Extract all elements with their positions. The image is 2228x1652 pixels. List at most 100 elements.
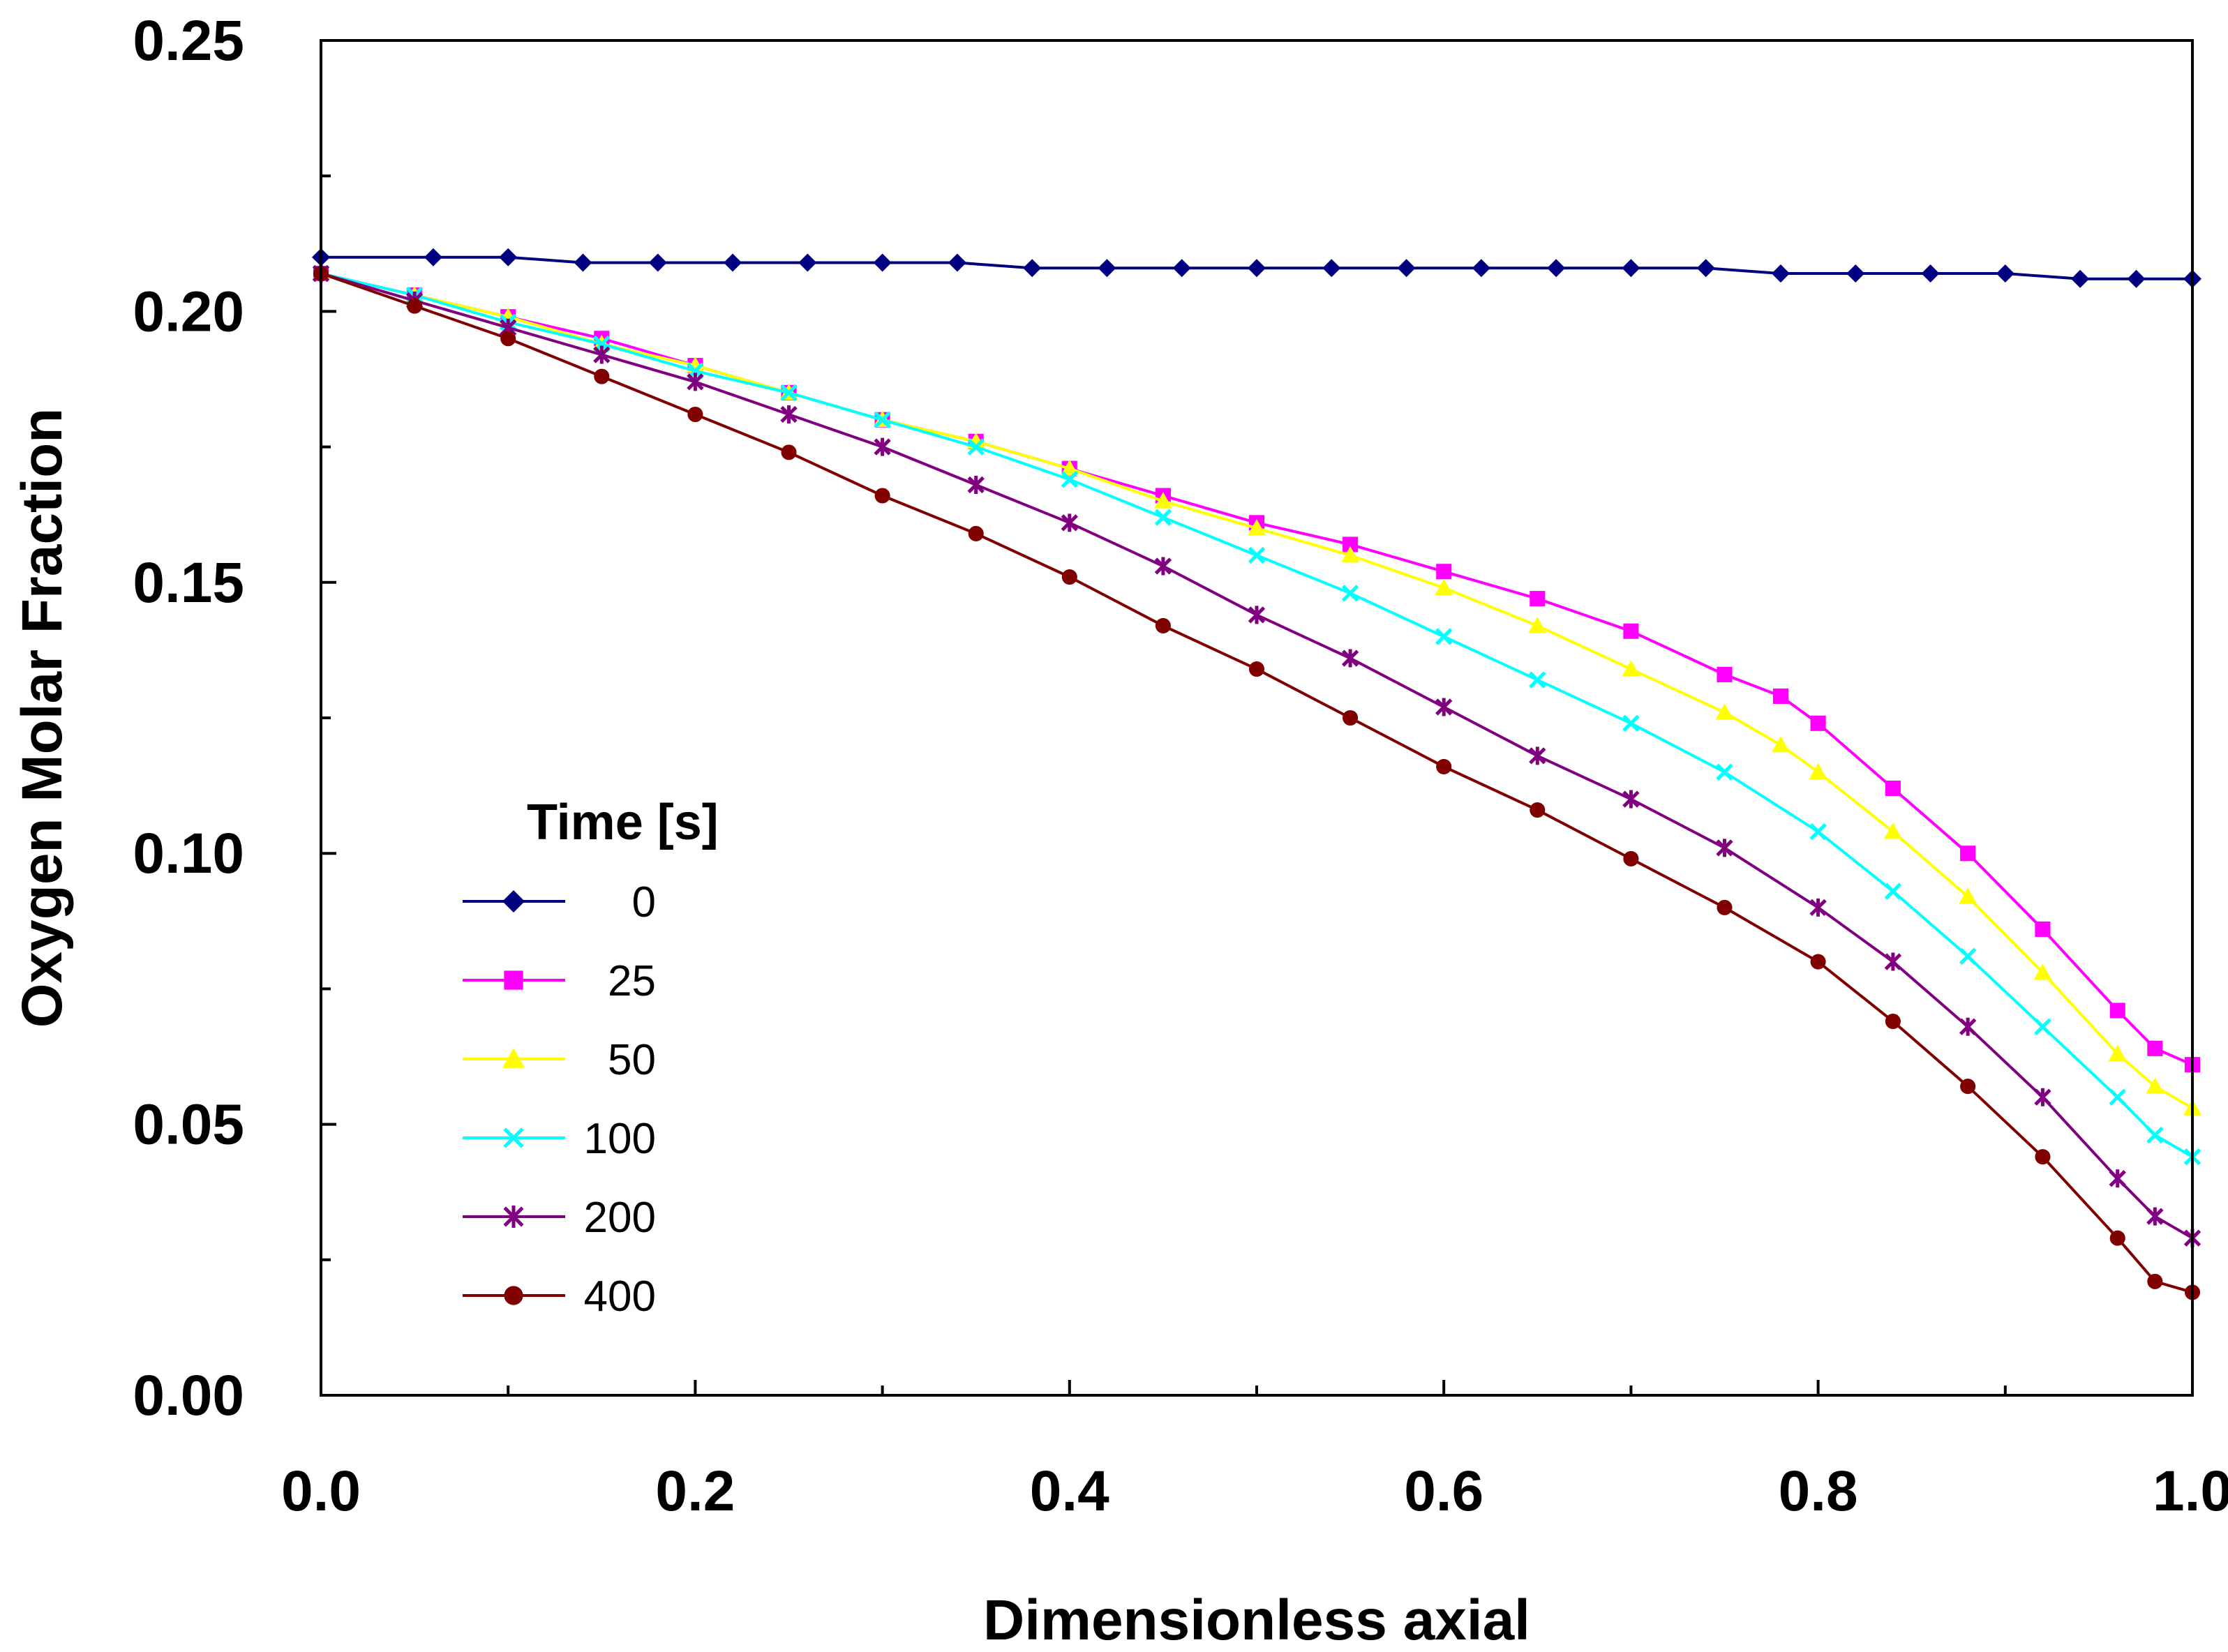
data-point xyxy=(1436,758,1452,774)
data-point xyxy=(1884,883,1902,900)
legend-marker xyxy=(502,1048,525,1068)
data-point xyxy=(2035,1149,2051,1165)
data-point xyxy=(1172,259,1191,278)
data-point xyxy=(1715,703,1734,720)
data-point xyxy=(1341,585,1359,602)
data-point xyxy=(2146,1207,2164,1226)
data-point xyxy=(1959,1017,1977,1036)
data-point xyxy=(1885,780,1901,797)
data-point xyxy=(1060,459,1079,476)
data-point xyxy=(1960,1079,1976,1095)
legend-marker xyxy=(504,1286,523,1305)
data-point xyxy=(1248,259,1266,278)
data-point xyxy=(1528,616,1547,633)
data-point xyxy=(1023,259,1042,278)
y-tick-label: 0.25 xyxy=(133,9,244,73)
data-point xyxy=(1322,259,1341,278)
data-point xyxy=(1622,660,1640,677)
data-point xyxy=(1529,746,1546,765)
data-point xyxy=(1809,898,1827,917)
data-point xyxy=(499,248,518,266)
legend-item: 100 xyxy=(463,1115,656,1163)
data-point xyxy=(874,488,890,504)
data-point xyxy=(1846,264,1865,283)
data-point xyxy=(1435,578,1453,595)
series-0 xyxy=(312,248,2201,288)
data-point xyxy=(1809,763,1827,780)
data-point xyxy=(2109,1003,2125,1019)
data-point xyxy=(1959,947,1977,965)
axis-tick-labels: 0.0 0.2 0.4 0.6 0.8 1.0 0.00 0.05 0.10 0.15 0.20 0.… xyxy=(133,9,2228,1523)
data-point xyxy=(1996,264,2014,283)
data-point xyxy=(1530,591,1546,607)
legend-items: 0 25 50 100 200 400 xyxy=(463,878,656,1321)
data-point xyxy=(1921,264,1940,283)
data-point xyxy=(874,411,891,428)
data-point xyxy=(1154,509,1172,526)
legend-item: 0 xyxy=(463,878,656,926)
data-point xyxy=(1530,802,1546,818)
data-point xyxy=(1343,536,1359,553)
data-point xyxy=(1716,839,1733,857)
data-point xyxy=(2146,1126,2164,1144)
legend-item: 50 xyxy=(463,1036,656,1084)
data-point xyxy=(1623,850,1639,867)
data-point xyxy=(1623,623,1639,639)
data-point xyxy=(1435,698,1453,716)
y-tick-label: 0.20 xyxy=(133,280,244,343)
series-400 xyxy=(313,265,2201,1300)
data-point xyxy=(1248,546,1266,564)
legend-label: 400 xyxy=(584,1272,656,1321)
data-point xyxy=(2071,269,2090,288)
data-point xyxy=(1696,259,1715,278)
plot-series xyxy=(312,248,2201,1300)
data-point xyxy=(1529,671,1546,689)
y-tick-label: 0.15 xyxy=(133,551,244,615)
data-point xyxy=(2033,963,2052,980)
y-tick-label: 0.10 xyxy=(133,822,244,885)
y-axis-title: Oxygen Molar Fraction xyxy=(10,408,74,1028)
data-point xyxy=(1716,763,1733,781)
data-point xyxy=(1622,714,1640,732)
data-point xyxy=(687,373,704,391)
series-200 xyxy=(312,264,2201,1247)
data-point xyxy=(1472,259,1490,278)
data-point xyxy=(873,253,892,272)
legend-label: 0 xyxy=(632,878,656,926)
data-point xyxy=(1343,709,1359,726)
data-point xyxy=(424,248,442,266)
data-point xyxy=(1248,519,1266,536)
data-point xyxy=(798,253,817,272)
data-point xyxy=(1061,471,1078,488)
data-point xyxy=(2147,1273,2163,1289)
data-point xyxy=(1397,259,1416,278)
legend-marker xyxy=(502,890,525,913)
data-point xyxy=(407,298,423,314)
data-point xyxy=(1960,846,1976,862)
data-point xyxy=(687,406,703,423)
data-point xyxy=(781,444,797,460)
data-point xyxy=(2108,1044,2127,1062)
data-point xyxy=(1771,735,1790,753)
data-point xyxy=(1248,661,1265,677)
legend: Time [s] 0 25 50 100 200 400 xyxy=(463,795,719,1321)
x-tick-label: 0.2 xyxy=(655,1459,735,1523)
data-point xyxy=(1341,649,1359,668)
x-tick-label: 0.6 xyxy=(1404,1459,1483,1523)
data-point xyxy=(1436,564,1452,580)
data-point xyxy=(1885,1013,1901,1030)
legend-marker xyxy=(504,970,523,990)
data-point xyxy=(1547,259,1566,278)
x-axis-title: Dimensionless axial xyxy=(983,1589,1530,1652)
data-point xyxy=(1098,259,1116,278)
data-point xyxy=(1717,666,1733,682)
x-tick-label: 0.4 xyxy=(1030,1459,1109,1523)
y-tick-label: 0.05 xyxy=(133,1093,244,1157)
data-point xyxy=(593,345,611,364)
data-point xyxy=(1809,823,1827,841)
legend-label: 100 xyxy=(584,1115,656,1163)
data-point xyxy=(1883,823,1902,839)
data-point xyxy=(2109,1088,2126,1106)
data-point xyxy=(648,253,667,272)
series-line xyxy=(320,272,2194,1110)
